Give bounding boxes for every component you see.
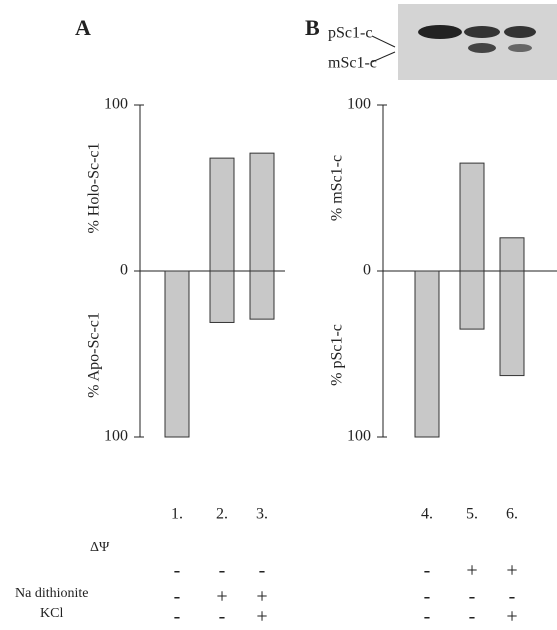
condition-sign: - — [219, 606, 226, 628]
x-tick-label: 2. — [216, 506, 228, 523]
condition-sign: - — [259, 560, 266, 582]
condition-sign: + — [256, 586, 267, 608]
x-tick-label: 1. — [171, 506, 183, 523]
y-tick-label: 100 — [104, 96, 128, 113]
x-tick-label: 3. — [256, 506, 268, 523]
condition-sign: - — [509, 586, 516, 608]
bar — [249, 152, 275, 272]
x-tick-label: 5. — [466, 506, 478, 523]
gel-band — [468, 43, 496, 53]
condition-label: KCl — [40, 606, 63, 621]
y-axis-label: % mSc1-c — [329, 155, 346, 221]
gel-label: mSc1-c — [328, 55, 377, 72]
condition-sign: + — [256, 606, 267, 628]
bar — [459, 270, 485, 330]
gel-label: pSc1-c — [328, 25, 372, 42]
condition-sign: - — [424, 560, 431, 582]
y-axis-label: % Holo-Sc-c1 — [86, 142, 103, 233]
condition-sign: + — [506, 606, 517, 628]
y-tick-label: 100 — [104, 428, 128, 445]
x-tick-label: 4. — [421, 506, 433, 523]
condition-label: Na dithionite — [15, 586, 89, 601]
condition-sign: - — [219, 560, 226, 582]
x-tick-label: 6. — [506, 506, 518, 523]
bar — [249, 270, 275, 320]
condition-sign: - — [469, 606, 476, 628]
gel-band — [464, 26, 500, 38]
bar — [499, 270, 525, 377]
bar — [209, 270, 235, 323]
gel-pointer — [371, 35, 396, 48]
gel-band — [508, 44, 532, 52]
gel-band — [418, 25, 462, 39]
y-tick-label: 100 — [347, 428, 371, 445]
y-axis-label: % Apo-Sc-c1 — [86, 312, 103, 398]
condition-sign: - — [174, 606, 181, 628]
y-tick-label: 100 — [347, 96, 371, 113]
y-tick-label: 0 — [363, 262, 371, 279]
bar — [209, 157, 235, 272]
condition-sign: - — [424, 586, 431, 608]
condition-sign: - — [174, 586, 181, 608]
condition-sign: - — [174, 560, 181, 582]
condition-sign: + — [216, 586, 227, 608]
condition-label: ΔΨ — [90, 540, 110, 555]
condition-sign: - — [469, 586, 476, 608]
bar — [499, 237, 525, 272]
panel-label: B — [305, 15, 320, 40]
condition-sign: - — [424, 606, 431, 628]
y-axis-label: % pSc1-c — [329, 324, 346, 386]
bar — [414, 270, 440, 438]
condition-sign: + — [466, 560, 477, 582]
gel-image — [398, 4, 557, 80]
condition-sign: + — [506, 560, 517, 582]
y-tick-label: 0 — [120, 262, 128, 279]
bar — [164, 270, 190, 438]
gel-band — [504, 26, 536, 38]
bar — [459, 162, 485, 272]
gel-pointer — [371, 51, 396, 63]
panel-label: A — [75, 15, 91, 40]
